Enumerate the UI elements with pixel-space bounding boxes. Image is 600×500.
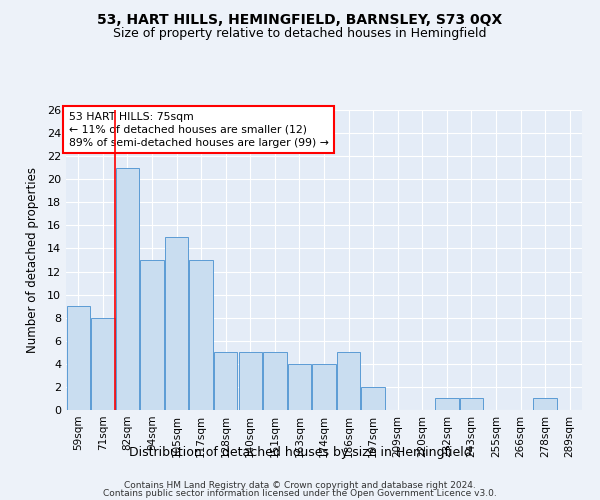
Bar <box>91 318 115 410</box>
Bar <box>116 168 139 410</box>
Text: Contains HM Land Registry data © Crown copyright and database right 2024.: Contains HM Land Registry data © Crown c… <box>124 480 476 490</box>
Bar <box>313 364 335 410</box>
Bar <box>140 260 164 410</box>
Text: Contains public sector information licensed under the Open Government Licence v3: Contains public sector information licen… <box>103 490 497 498</box>
Bar <box>288 364 311 410</box>
Bar <box>435 398 458 410</box>
Text: Distribution of detached houses by size in Hemingfield: Distribution of detached houses by size … <box>128 446 472 459</box>
Bar <box>165 237 188 410</box>
Bar <box>337 352 360 410</box>
Bar <box>67 306 90 410</box>
Text: 53, HART HILLS, HEMINGFIELD, BARNSLEY, S73 0QX: 53, HART HILLS, HEMINGFIELD, BARNSLEY, S… <box>97 12 503 26</box>
Bar <box>190 260 213 410</box>
Y-axis label: Number of detached properties: Number of detached properties <box>26 167 38 353</box>
Bar <box>533 398 557 410</box>
Bar <box>263 352 287 410</box>
Text: 53 HART HILLS: 75sqm
← 11% of detached houses are smaller (12)
89% of semi-detac: 53 HART HILLS: 75sqm ← 11% of detached h… <box>68 112 328 148</box>
Bar <box>239 352 262 410</box>
Bar <box>460 398 483 410</box>
Bar <box>214 352 238 410</box>
Bar <box>361 387 385 410</box>
Text: Size of property relative to detached houses in Hemingfield: Size of property relative to detached ho… <box>113 28 487 40</box>
